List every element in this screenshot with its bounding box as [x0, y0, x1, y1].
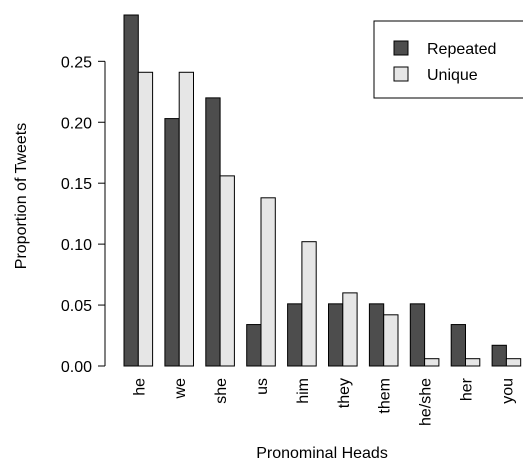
bar-repeated-he	[123, 14, 139, 367]
bars-layer	[123, 14, 522, 367]
y-tick-label: 0.25	[61, 54, 92, 71]
y-tick-label: 0.15	[61, 176, 92, 193]
x-axis: he we she us him they them he/she her you	[131, 377, 516, 426]
legend-swatch-repeated	[393, 40, 409, 56]
bar-repeated-them	[368, 303, 385, 367]
bar-unique-him	[301, 241, 317, 367]
bar-repeated-we	[164, 118, 180, 367]
x-tick-label: he	[131, 378, 148, 396]
bar-repeated-him	[287, 303, 303, 367]
bar-unique-them	[383, 314, 399, 367]
x-tick-label: him	[295, 378, 312, 404]
y-tick-label: 0.00	[61, 359, 92, 376]
y-tick-label: 0.10	[61, 237, 92, 254]
bar-unique-her	[465, 358, 481, 367]
y-tick-label: 0.20	[61, 115, 92, 132]
legend: Repeated Unique	[373, 20, 523, 99]
y-axis-title: Proportion of Tweets	[13, 123, 30, 269]
bar-repeated-us	[246, 324, 262, 367]
x-tick-label: we	[172, 378, 189, 400]
bar-unique-we	[178, 71, 194, 367]
bar-unique-she	[219, 175, 235, 367]
x-tick-label: them	[377, 378, 394, 414]
legend-label-unique: Unique	[427, 67, 478, 84]
bar-unique-he	[137, 71, 154, 367]
x-tick-label: he/she	[418, 378, 435, 426]
bar-repeated-her	[450, 324, 467, 367]
legend-label-repeated: Repeated	[427, 41, 496, 58]
bar-repeated-you	[491, 344, 507, 367]
x-tick-label: she	[213, 378, 230, 404]
bar-unique-they	[342, 292, 358, 367]
x-axis-title: Pronominal Heads	[256, 445, 388, 462]
x-tick-label: her	[459, 377, 476, 401]
legend-swatch-unique	[393, 66, 409, 82]
x-tick-label: you	[499, 378, 516, 404]
bar-unique-us	[260, 197, 276, 367]
bar-repeated-they	[328, 303, 344, 367]
bar-repeated-he-she	[409, 303, 426, 367]
legend-box	[373, 20, 523, 99]
bar-unique-you	[505, 358, 522, 367]
y-axis: 0.00 0.05 0.10 0.15 0.20 0.25	[61, 54, 106, 376]
x-tick-label: they	[336, 378, 353, 408]
y-tick-label: 0.05	[61, 298, 92, 315]
bar-unique-he-she	[424, 358, 440, 367]
x-tick-label: us	[254, 378, 271, 395]
bar-repeated-she	[205, 97, 221, 367]
